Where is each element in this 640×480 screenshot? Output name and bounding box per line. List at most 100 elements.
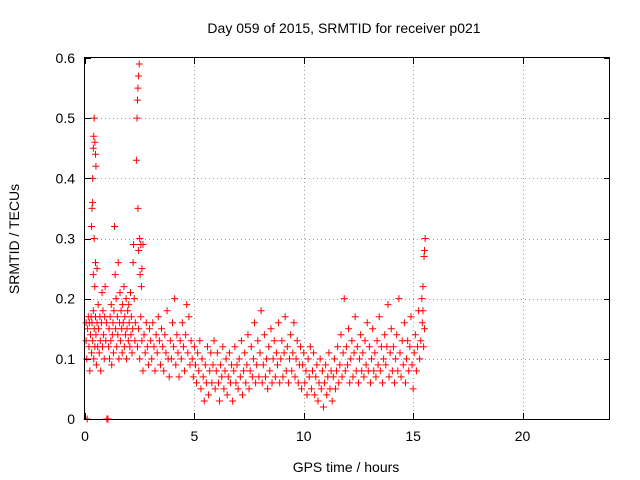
data-point	[335, 379, 343, 387]
data-point	[301, 379, 309, 387]
data-point	[334, 343, 342, 351]
data-point	[382, 361, 390, 369]
data-point	[190, 343, 198, 351]
data-point	[130, 295, 138, 303]
data-point	[296, 343, 304, 351]
data-point	[92, 361, 100, 369]
data-point	[92, 162, 100, 170]
data-point	[244, 331, 252, 339]
data-point	[204, 343, 211, 351]
y-tick-label: 0.4	[56, 170, 76, 186]
data-point	[144, 361, 152, 369]
data-point	[198, 355, 206, 363]
data-point	[237, 337, 245, 345]
data-point	[361, 337, 369, 345]
data-point	[309, 367, 316, 375]
data-point	[121, 313, 129, 321]
data-point	[123, 355, 131, 363]
data-point	[259, 361, 267, 369]
data-point	[156, 361, 164, 369]
data-point	[345, 325, 353, 333]
data-point	[191, 361, 199, 369]
y-tick-label: 0.6	[56, 50, 76, 66]
data-point	[211, 385, 219, 393]
data-point	[387, 325, 395, 333]
data-point	[344, 361, 351, 369]
y-tick-label: 0.1	[56, 351, 76, 367]
data-point	[134, 204, 142, 212]
data-point	[210, 337, 218, 345]
data-point	[399, 361, 407, 369]
data-point	[194, 349, 202, 357]
data-point	[119, 301, 127, 309]
data-point	[184, 349, 192, 357]
data-point	[384, 301, 392, 309]
data-point	[333, 367, 341, 375]
data-point	[272, 349, 280, 357]
data-point	[101, 283, 109, 291]
data-point	[91, 138, 99, 146]
data-point	[417, 337, 425, 345]
data-point	[365, 343, 373, 351]
data-point	[319, 403, 327, 411]
data-point	[108, 361, 116, 369]
data-point	[357, 331, 365, 339]
data-point	[146, 325, 154, 333]
data-point	[300, 349, 308, 357]
data-point	[172, 361, 180, 369]
data-point	[270, 337, 278, 345]
data-point	[257, 307, 265, 315]
data-point	[375, 313, 383, 321]
data-point	[371, 349, 379, 357]
data-point	[220, 385, 228, 393]
data-point	[135, 325, 143, 333]
data-point	[323, 391, 331, 399]
data-point	[153, 349, 161, 357]
data-point	[84, 325, 92, 333]
data-point	[169, 319, 176, 327]
data-point	[137, 313, 145, 321]
data-point	[148, 355, 156, 363]
data-point	[284, 379, 292, 387]
data-point	[92, 259, 99, 267]
data-point	[358, 367, 366, 375]
data-point	[325, 349, 333, 357]
data-point	[294, 379, 302, 387]
data-point	[99, 343, 106, 351]
data-point	[88, 222, 96, 230]
data-point	[111, 271, 119, 279]
data-point	[267, 325, 275, 333]
data-point	[102, 319, 110, 327]
data-point	[124, 307, 132, 315]
data-point	[89, 198, 97, 206]
data-point	[93, 265, 101, 273]
data-point	[405, 367, 413, 375]
data-point	[317, 385, 325, 393]
y-tick-label: 0	[67, 411, 75, 427]
data-point	[369, 325, 377, 333]
data-point	[127, 289, 134, 297]
data-point	[105, 325, 113, 333]
data-point	[393, 331, 401, 339]
data-point	[200, 397, 208, 405]
data-point	[298, 385, 306, 393]
data-point	[160, 367, 168, 375]
data-point	[337, 331, 345, 339]
data-point	[232, 379, 240, 387]
data-point	[99, 307, 107, 315]
data-point	[418, 319, 426, 327]
data-point	[170, 343, 178, 351]
data-point	[252, 379, 260, 387]
data-point	[231, 343, 239, 351]
data-point	[379, 379, 386, 387]
data-point	[117, 307, 125, 315]
data-point	[135, 60, 143, 68]
data-point	[391, 379, 399, 387]
data-point	[342, 343, 350, 351]
data-point	[280, 349, 288, 357]
data-point	[207, 349, 215, 357]
data-point	[199, 373, 207, 381]
data-point	[167, 355, 175, 363]
data-point	[349, 373, 357, 381]
